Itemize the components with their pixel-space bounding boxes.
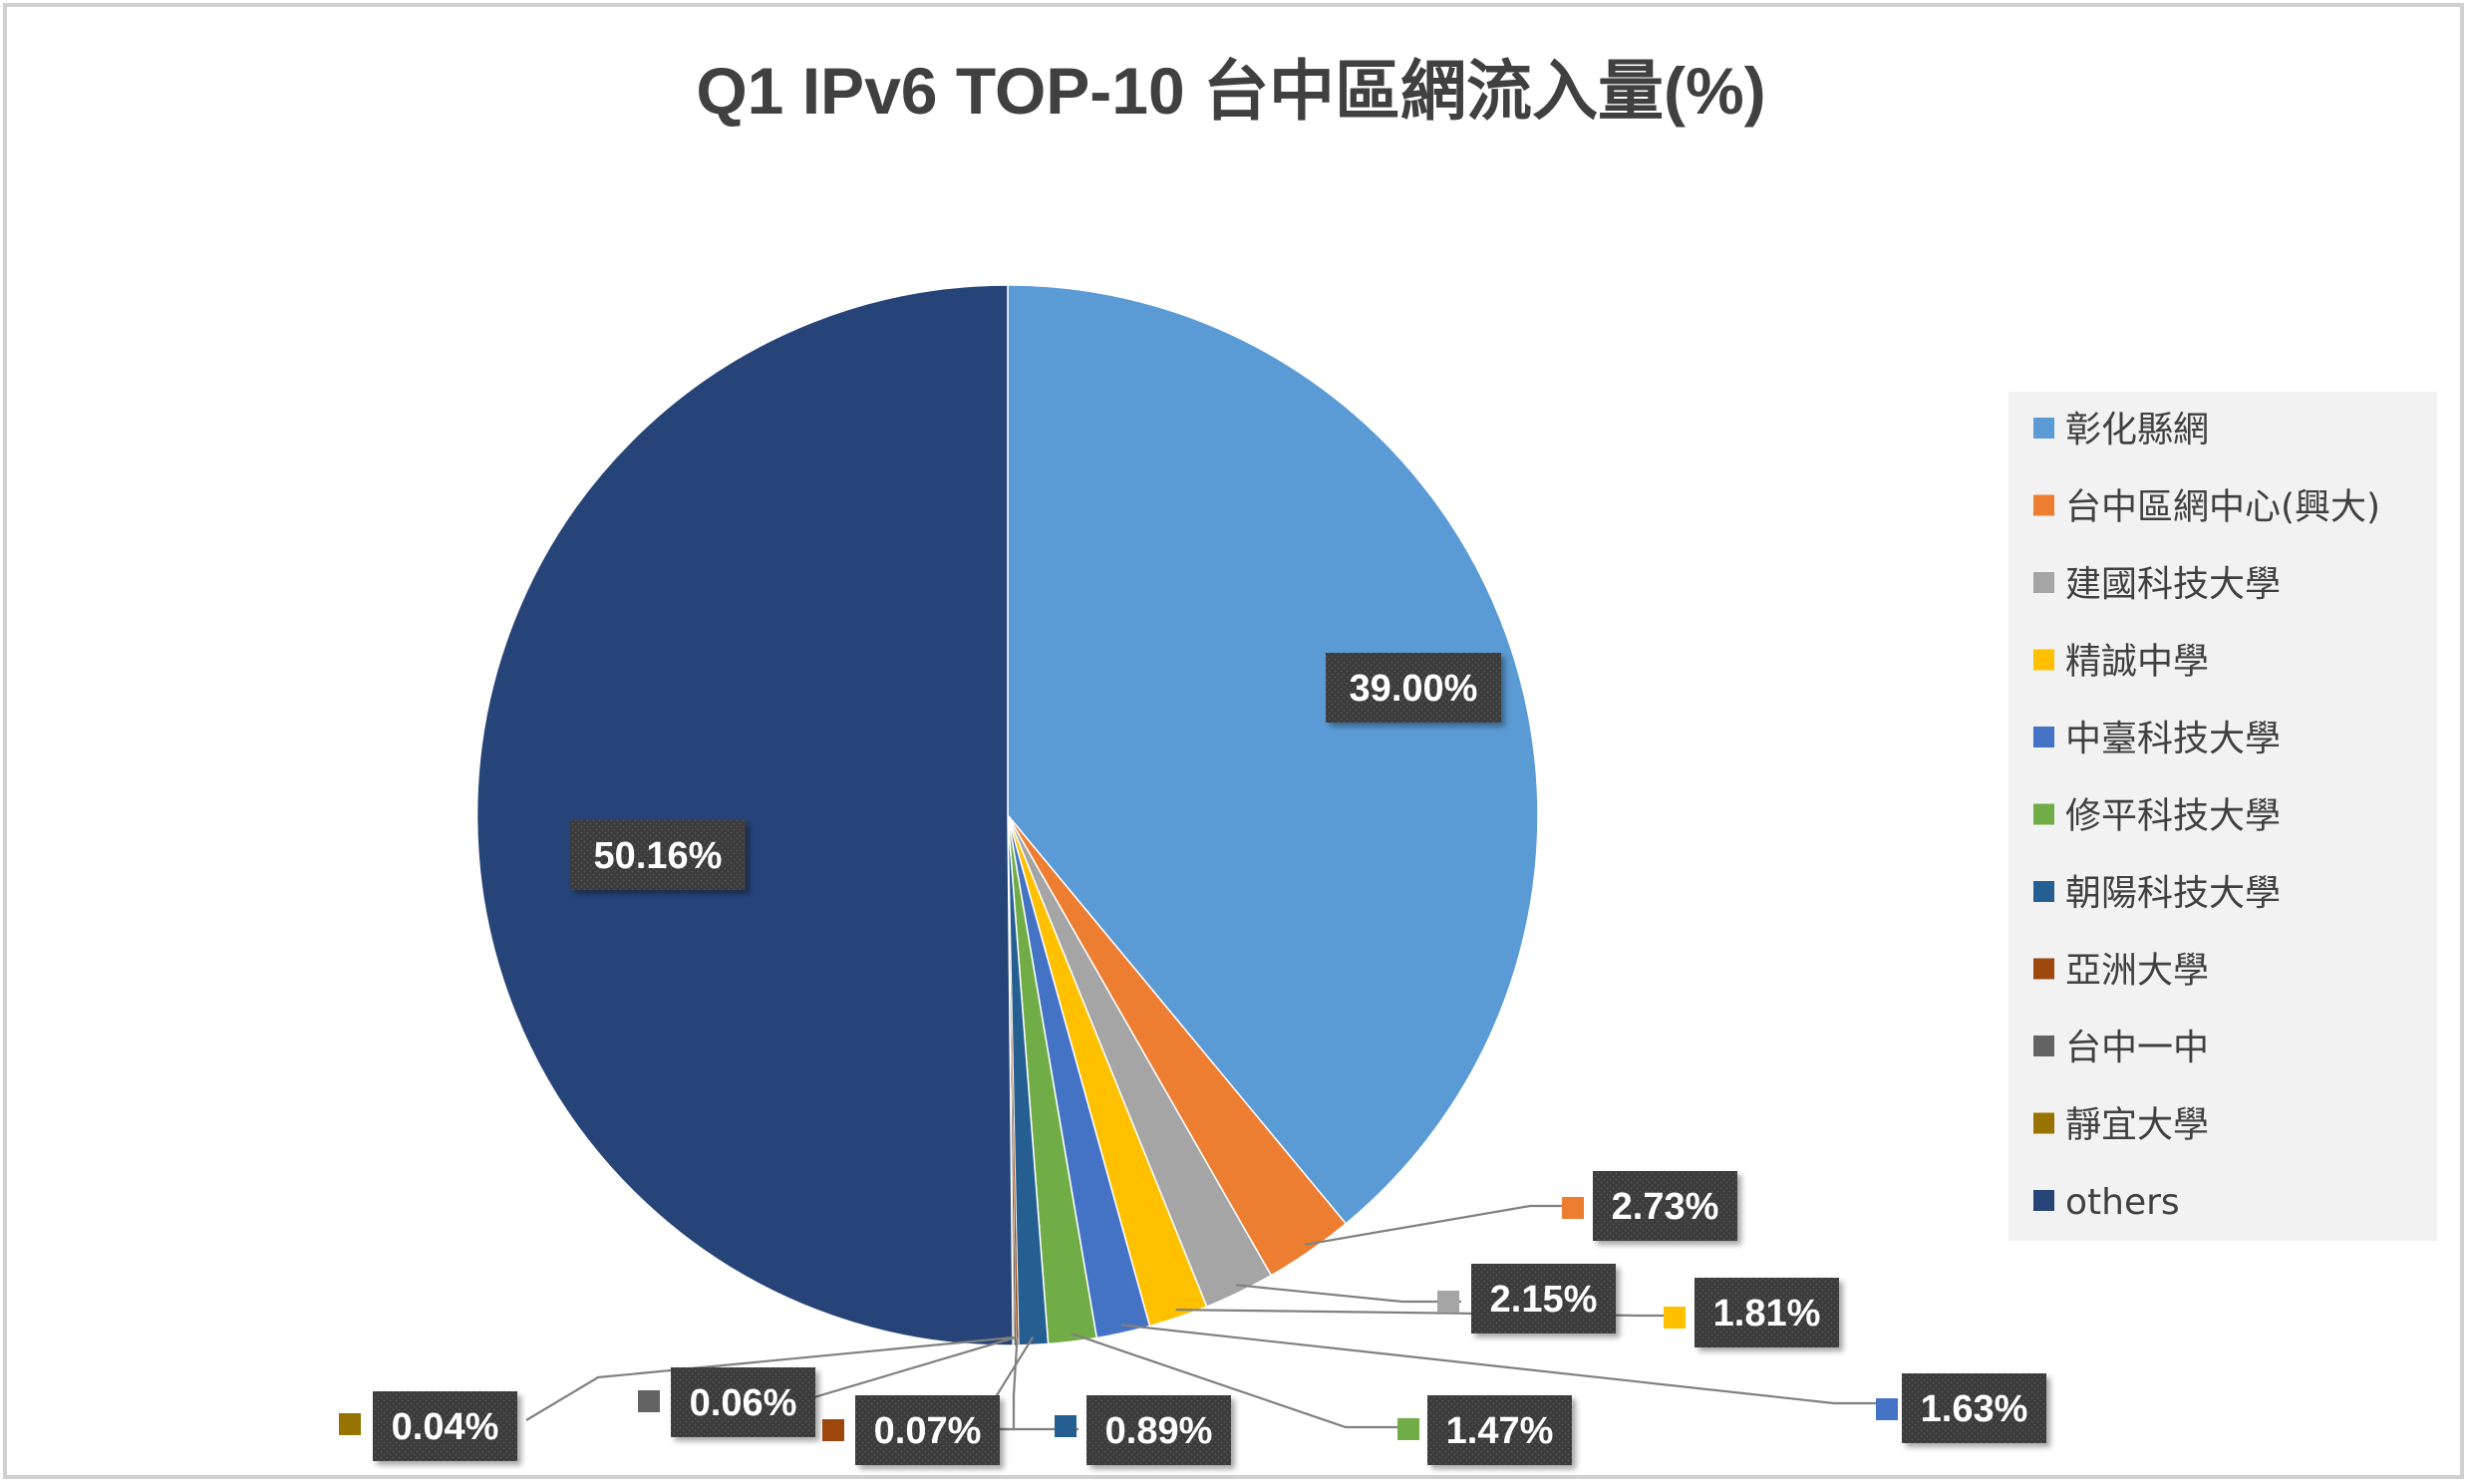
legend-item-8: 亞洲大學 xyxy=(2033,951,2209,992)
legend-label: 彰化縣網 xyxy=(2065,410,2209,450)
legend-item-9: 台中一中 xyxy=(2033,1028,2209,1068)
legend-label: 修平科技大學 xyxy=(2065,796,2281,837)
data-label-box xyxy=(1326,653,1501,723)
legend-item-1: 彰化縣網 xyxy=(2033,410,2209,450)
data-label-box xyxy=(570,820,746,890)
chart-title: Q1 IPv6 TOP-10 台中區網流入量(%) xyxy=(696,54,1765,128)
legend-item-11: others xyxy=(2033,1182,2180,1223)
legend-label: 台中一中 xyxy=(2065,1028,2209,1068)
legend-label: 靜宜大學 xyxy=(2065,1105,2209,1146)
legend-label: 亞洲大學 xyxy=(2065,951,2209,992)
legend-item-10: 靜宜大學 xyxy=(2033,1105,2209,1146)
data-label-box xyxy=(1695,1278,1839,1347)
data-label-text: 1.47% xyxy=(1446,1410,1554,1452)
leader-line-10 xyxy=(525,1336,1014,1421)
legend-swatch xyxy=(2033,958,2054,980)
legend-swatch xyxy=(2033,572,2054,593)
legend-item-4: 精誠中學 xyxy=(2033,642,2209,683)
data-label-text: 0.06% xyxy=(690,1382,797,1424)
data-label-color-key xyxy=(1876,1398,1898,1420)
legend-swatch xyxy=(2033,1112,2054,1134)
legend-swatch xyxy=(2033,881,2054,902)
data-label-3: 2.15% xyxy=(1437,1264,1616,1334)
data-labels: 39.00% 2.73% 2.15% 1.81% 1.63% 1.47% 0.89% 0.07… xyxy=(339,653,2046,1465)
legend-item-5: 中臺科技大學 xyxy=(2033,719,2281,759)
data-label-6: 1.47% xyxy=(1397,1395,1572,1465)
data-label-color-key xyxy=(1562,1197,1584,1219)
data-label-text: 50.16% xyxy=(594,835,723,877)
data-label-color-key xyxy=(638,1390,660,1412)
data-label-5: 1.63% xyxy=(1876,1373,2046,1443)
data-label-2: 2.73% xyxy=(1562,1171,1737,1241)
data-label-text: 1.63% xyxy=(1921,1388,2028,1430)
data-label-text: 2.15% xyxy=(1490,1279,1598,1321)
leader-line-3 xyxy=(1235,1284,1461,1304)
leader-line-6 xyxy=(1071,1333,1417,1429)
data-label-box xyxy=(1086,1395,1231,1465)
legend-swatch xyxy=(2033,494,2054,516)
data-label-9: 0.06% xyxy=(638,1367,815,1437)
data-label-box xyxy=(671,1367,815,1437)
data-label-box xyxy=(373,1391,517,1461)
legend-swatch xyxy=(2033,1036,2054,1056)
legend-label: others xyxy=(2065,1182,2180,1223)
data-label-11: 50.16% xyxy=(570,820,746,890)
legend-label: 精誠中學 xyxy=(2065,642,2209,683)
legend-swatch xyxy=(2033,727,2054,747)
data-label-box xyxy=(1593,1171,1737,1241)
data-label-color-key xyxy=(822,1419,844,1441)
data-label-box xyxy=(1902,1373,2046,1443)
legend-label: 朝陽科技大學 xyxy=(2065,873,2281,914)
slice-11 xyxy=(475,284,1014,1346)
slice-1 xyxy=(1007,284,1539,1225)
data-label-color-key xyxy=(339,1413,361,1435)
data-label-color-key xyxy=(1664,1307,1686,1329)
data-label-text: 0.07% xyxy=(874,1410,982,1452)
data-label-color-key xyxy=(1437,1291,1459,1313)
legend-background xyxy=(2008,392,2437,1241)
data-label-4: 1.81% xyxy=(1664,1278,1839,1347)
data-label-text: 39.00% xyxy=(1350,668,1478,710)
data-label-text: 0.89% xyxy=(1105,1410,1213,1452)
data-label-8: 0.07% xyxy=(822,1395,1000,1465)
data-label-text: 0.04% xyxy=(392,1406,499,1448)
legend-item-3: 建國科技大學 xyxy=(2033,564,2281,605)
data-label-text: 2.73% xyxy=(1612,1186,1719,1228)
data-label-color-key xyxy=(1397,1418,1419,1440)
leader-line-5 xyxy=(1121,1324,1892,1405)
legend-item-2: 台中區網中心(興大) xyxy=(2033,487,2380,528)
data-label-box xyxy=(1427,1395,1572,1465)
legend-item-6: 修平科技大學 xyxy=(2033,796,2281,837)
legend-swatch xyxy=(2033,803,2054,825)
data-label-box xyxy=(1471,1264,1616,1334)
legend-item-7: 朝陽科技大學 xyxy=(2033,873,2281,914)
data-label-7: 0.89% xyxy=(1055,1395,1231,1465)
legend-swatch xyxy=(2033,649,2054,671)
legend-swatch xyxy=(2033,418,2054,439)
legend-swatch xyxy=(2033,1190,2054,1211)
data-label-1: 39.00% xyxy=(1326,653,1501,723)
data-label-10: 0.04% xyxy=(339,1391,517,1461)
legend-label: 台中區網中心(興大) xyxy=(2065,487,2380,528)
data-label-color-key xyxy=(1055,1415,1077,1437)
pie-slices xyxy=(475,284,1539,1346)
legend-label: 建國科技大學 xyxy=(2065,564,2281,605)
legend-label: 中臺科技大學 xyxy=(2065,719,2281,759)
data-label-box xyxy=(855,1395,1000,1465)
data-label-text: 1.81% xyxy=(1713,1293,1821,1335)
